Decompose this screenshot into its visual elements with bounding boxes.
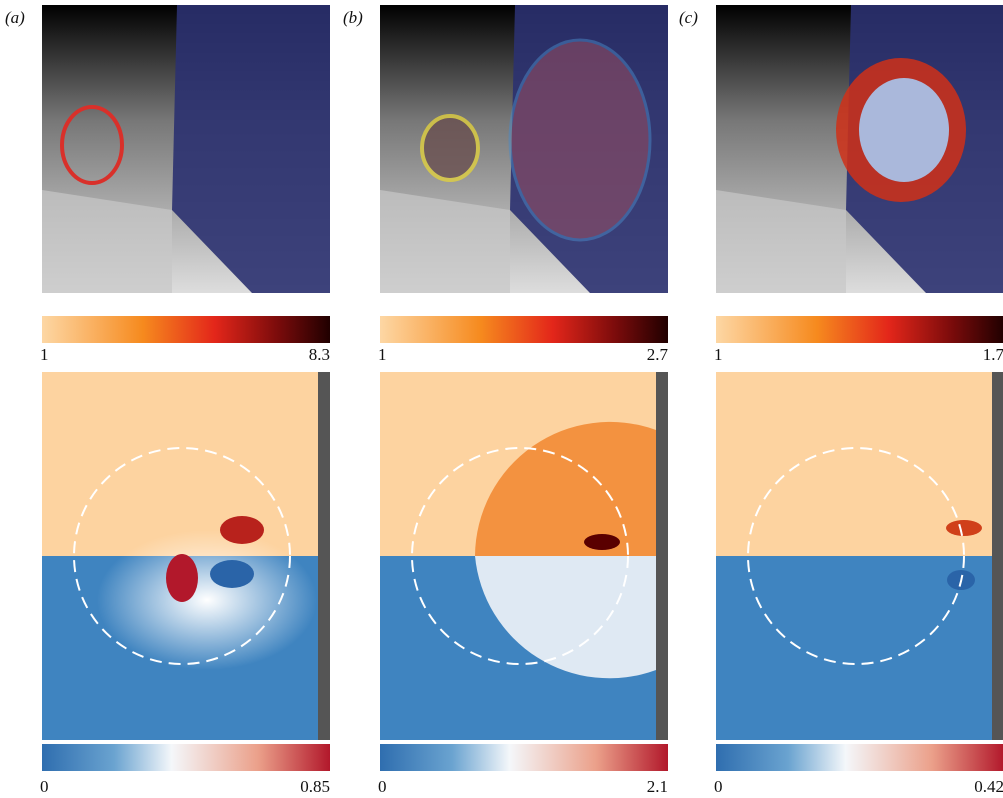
colorbar-min: 1 bbox=[40, 345, 49, 364]
jet bbox=[584, 534, 620, 550]
colorbar-min: 1 bbox=[378, 345, 387, 364]
colorbar-bottom bbox=[716, 744, 1003, 771]
panel-label: (a) bbox=[5, 8, 25, 27]
panel: (a) 1 8.3 0 0.85 bbox=[5, 5, 330, 796]
colorbar-max: 0.42 bbox=[974, 777, 1003, 796]
colorbar-max: 2.1 bbox=[647, 777, 668, 796]
panel: (b) 1 2.7 0 2.1 bbox=[343, 5, 669, 796]
wall-strip bbox=[656, 372, 668, 740]
colorbar-max: 2.7 bbox=[647, 345, 669, 364]
colorbar-top bbox=[380, 316, 668, 343]
shock-disc bbox=[510, 40, 650, 240]
colorbar-max: 0.85 bbox=[300, 777, 330, 796]
colorbar-min: 0 bbox=[40, 777, 49, 796]
panel-label: (c) bbox=[679, 8, 698, 27]
colorbar-max: 8.3 bbox=[309, 345, 330, 364]
colorbar-bottom bbox=[380, 744, 668, 771]
blue-vortex bbox=[210, 560, 254, 588]
bubble bbox=[422, 116, 478, 180]
colorbar-top bbox=[716, 316, 1003, 343]
jet bbox=[946, 520, 982, 536]
colorbar-min: 0 bbox=[714, 777, 723, 796]
figure: (a) 1 8.3 0 0.85 (b) 1 2.7 0 2.1 (c) 1 1.7 0 0.42 bbox=[0, 0, 1003, 798]
wall-strip bbox=[318, 372, 330, 740]
wall-strip bbox=[992, 372, 1003, 740]
colorbar-max: 1.7 bbox=[983, 345, 1003, 364]
red-vortex bbox=[166, 554, 198, 602]
panel-label: (b) bbox=[343, 8, 363, 27]
colorbar-top bbox=[42, 316, 330, 343]
colorbar-bottom bbox=[42, 744, 330, 771]
panel: (c) 1 1.7 0 0.42 bbox=[679, 5, 1003, 796]
splash-core bbox=[859, 78, 949, 182]
jet bbox=[220, 516, 264, 544]
glow bbox=[97, 530, 317, 670]
colorbar-min: 0 bbox=[378, 777, 387, 796]
colorbar-min: 1 bbox=[714, 345, 723, 364]
